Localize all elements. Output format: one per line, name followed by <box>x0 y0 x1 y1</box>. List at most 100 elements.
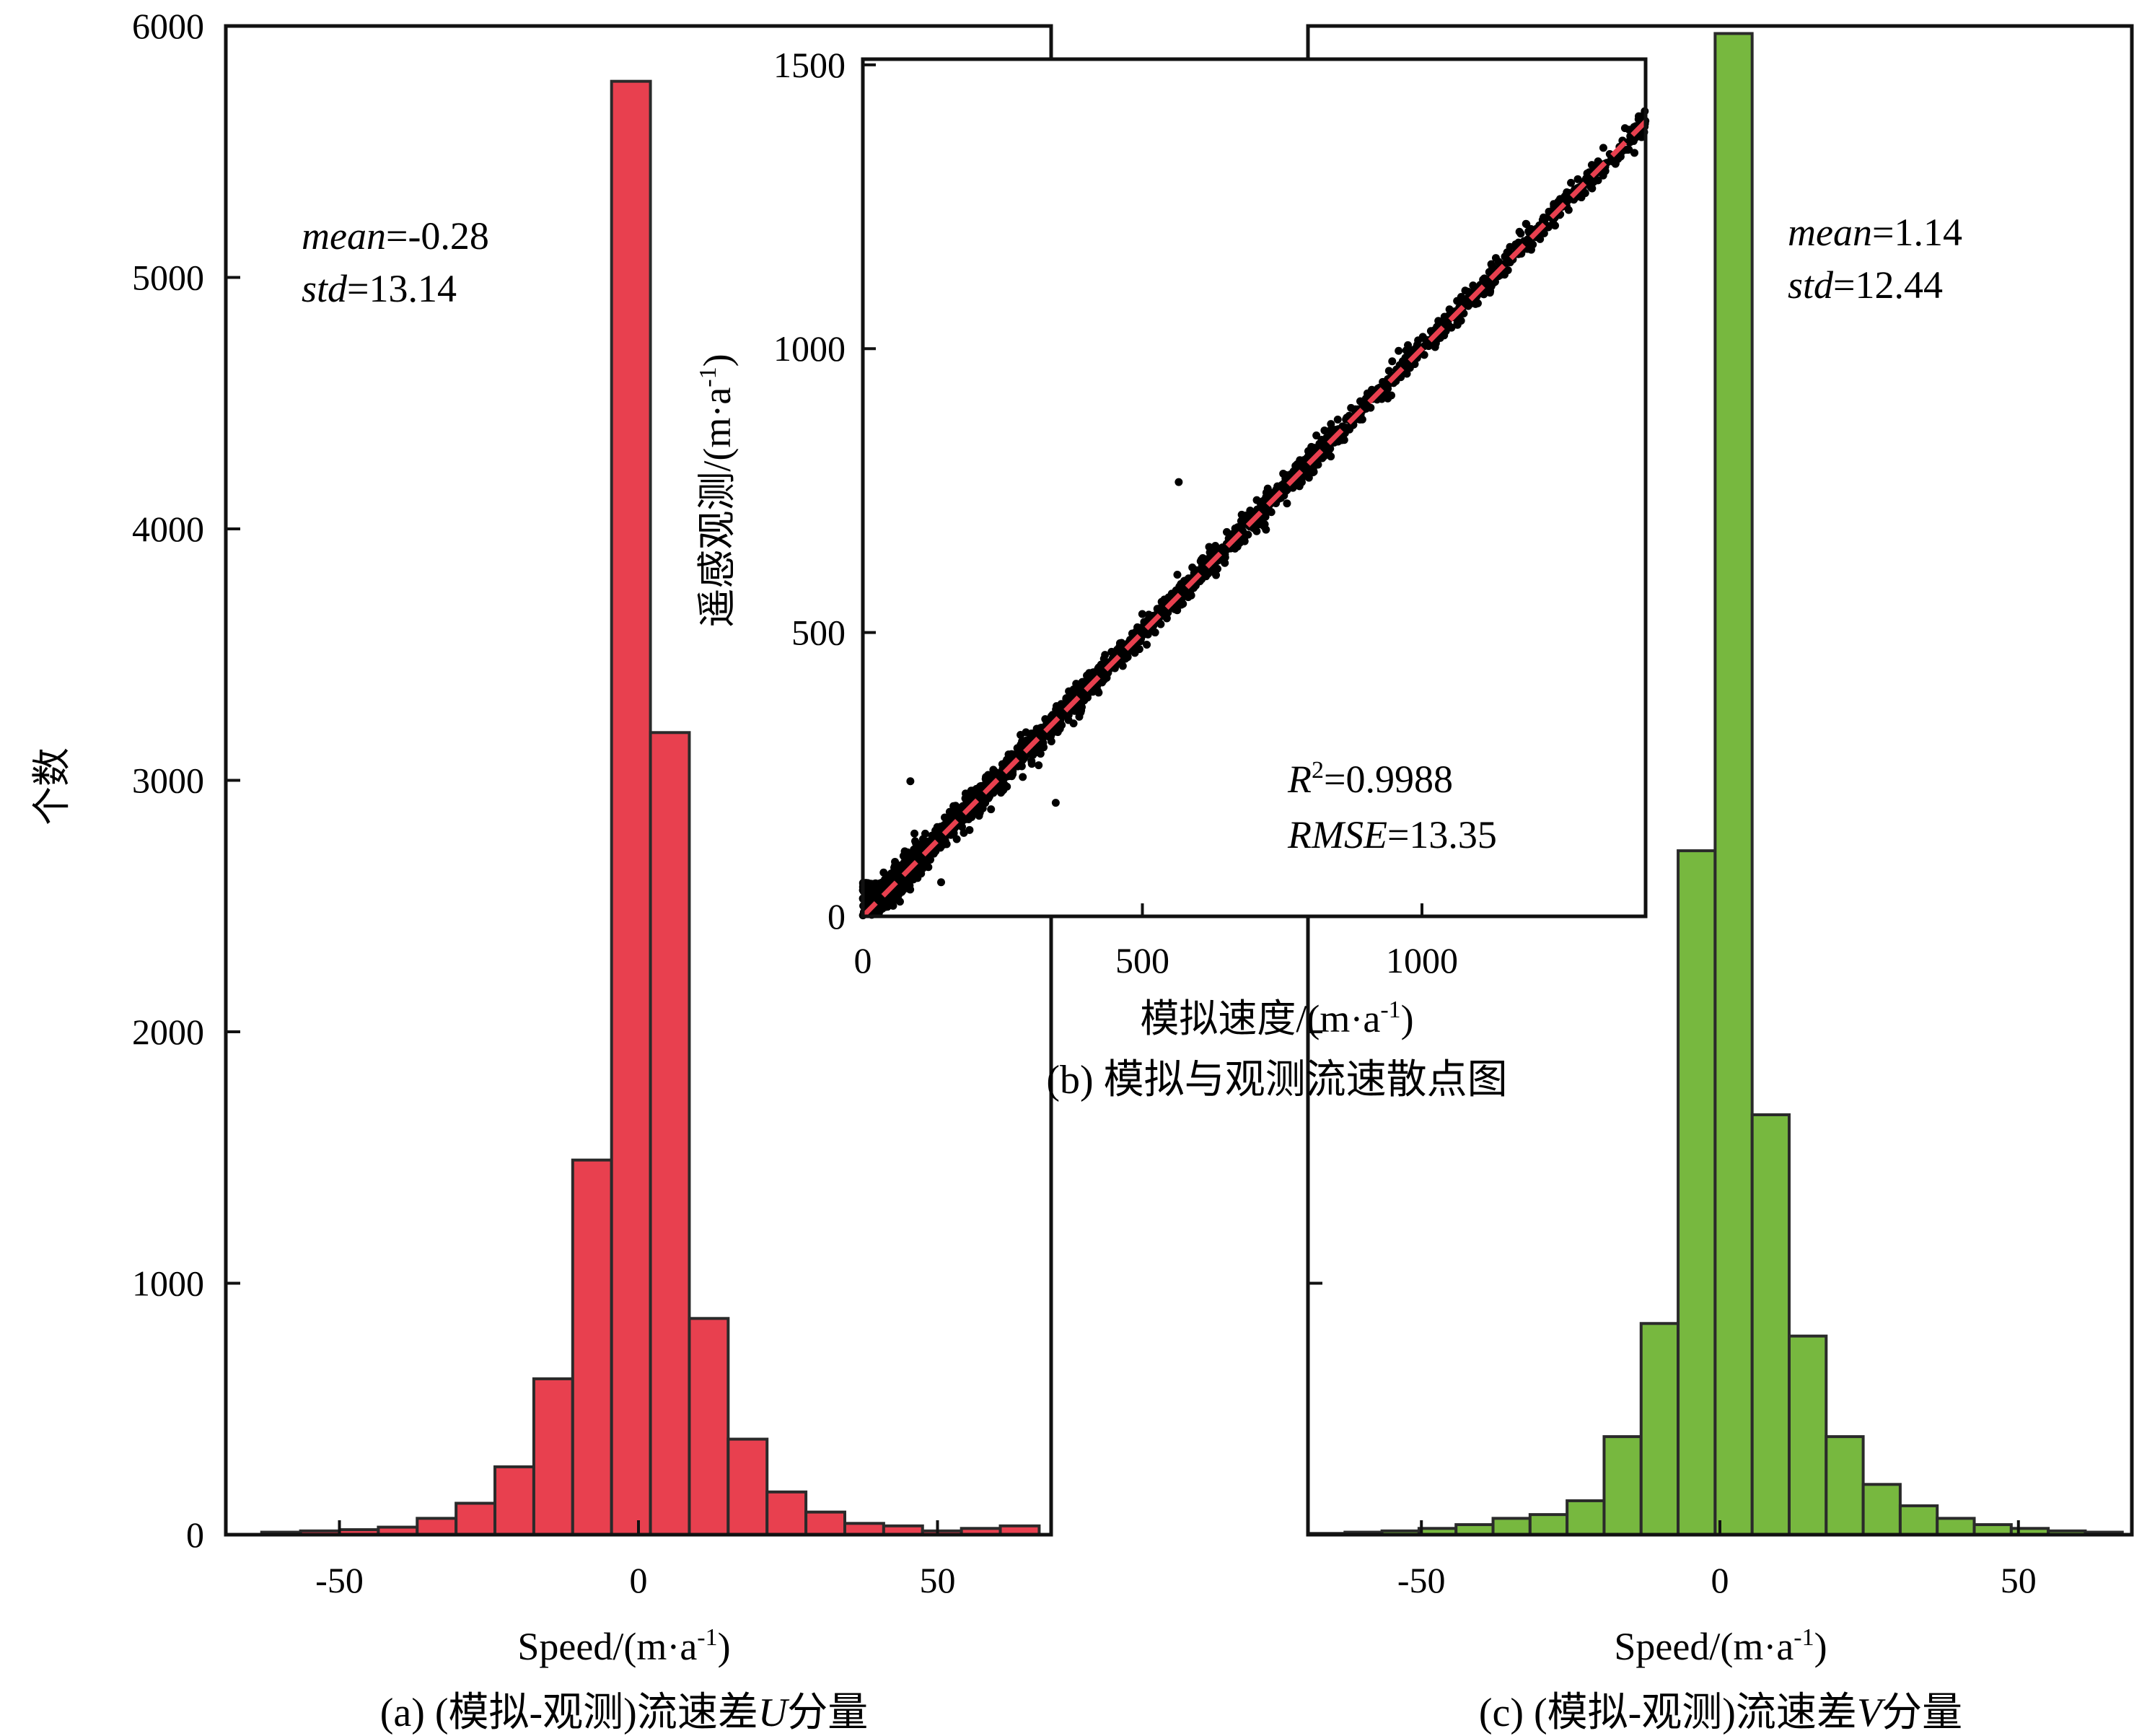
scatter-point <box>916 851 925 860</box>
scatter-point <box>1123 653 1131 662</box>
scatter-point <box>1395 361 1404 369</box>
panel-a-stat-mean: mean=-0.28 <box>302 214 489 258</box>
scatter-point <box>960 828 968 837</box>
scatter-point <box>1453 297 1462 305</box>
scatter-point <box>1205 543 1213 551</box>
panel-b-fit-line <box>861 120 1648 919</box>
scatter-point <box>1102 673 1111 682</box>
scatter-point <box>1151 628 1159 637</box>
scatter-point <box>1279 469 1288 478</box>
panel-c-bar-13 <box>1787 1334 1828 1537</box>
panel-c-bar-6 <box>1528 1513 1569 1537</box>
scatter-point <box>1083 671 1092 680</box>
scatter-point <box>1128 629 1136 638</box>
scatter-point <box>998 786 1006 795</box>
scatter-point <box>939 840 948 849</box>
panel-b-y-tick-label-2: 1000 <box>773 328 846 369</box>
panel-a-y-tick-label-0: 0 <box>186 1514 204 1555</box>
panel-a-y-tick-label-4: 4000 <box>132 509 204 549</box>
scatter-point <box>1246 507 1255 515</box>
scatter-point <box>1138 610 1146 618</box>
scatter-point <box>1213 564 1222 573</box>
scatter-point <box>1211 542 1220 551</box>
scatter-point <box>961 794 970 802</box>
scatter-point <box>924 863 933 872</box>
scatter-point <box>1630 149 1638 157</box>
scatter-point <box>1263 484 1272 493</box>
scatter-point <box>1527 224 1535 233</box>
panel-a-y-tick-label-6: 6000 <box>132 6 204 46</box>
panel-a-y-tick-label-5: 5000 <box>132 258 204 298</box>
scatter-point <box>1130 649 1139 657</box>
scatter-point <box>1608 157 1617 166</box>
scatter-point <box>1252 496 1261 504</box>
scatter-point <box>1333 416 1342 424</box>
scatter-point <box>1317 436 1326 444</box>
scatter-point <box>1491 254 1500 263</box>
scatter-point <box>1307 442 1316 451</box>
scatter-point <box>1573 175 1582 183</box>
panel-b-axes: 0 500 1000 0 500 1000 1500 <box>773 45 1648 981</box>
scatter-point <box>1283 499 1291 508</box>
scatter-point <box>1242 514 1250 522</box>
scatter-point <box>1099 654 1108 663</box>
scatter-point <box>1164 608 1172 617</box>
panel-a-bar-12 <box>726 1437 769 1536</box>
panel-a-bar-8 <box>571 1158 613 1536</box>
panel-c-bar-7 <box>1566 1499 1606 1536</box>
scatter-point <box>1251 525 1260 533</box>
panel-b-frame <box>861 57 1648 919</box>
scatter-point <box>1487 260 1496 268</box>
scatter-point <box>1312 431 1321 440</box>
panel-a-stat-std: std=13.14 <box>302 267 457 310</box>
panel-a-x-tick-label-2: 50 <box>919 1560 955 1600</box>
scatter-point <box>929 849 938 858</box>
scatter-point <box>1017 730 1025 739</box>
panel-c-bar-10 <box>1677 849 1717 1536</box>
scatter-point <box>1503 248 1511 257</box>
scatter-point <box>987 773 996 782</box>
panel-b-y-axis-label: 遥感观测/(m·a-1) <box>695 354 739 627</box>
scatter-point <box>1175 478 1183 486</box>
scatter-point <box>1079 693 1088 701</box>
scatter-point <box>1511 240 1520 249</box>
scatter-point <box>872 880 881 888</box>
scatter-point <box>1179 600 1187 608</box>
scatter-point <box>1304 450 1313 459</box>
panel-c-x-tick-label-0: -50 <box>1397 1560 1446 1600</box>
scatter-point <box>1384 367 1393 375</box>
panel-b: 0 500 1000 0 500 1000 1500 R2=0.9988 RMSE=13.3… <box>695 45 1650 1102</box>
panel-a-y-tick-label-1: 1000 <box>132 1263 204 1304</box>
scatter-point <box>1262 525 1270 534</box>
scatter-point <box>1524 235 1532 244</box>
scatter-point <box>1007 750 1016 758</box>
scatter-point <box>1222 527 1231 536</box>
scatter-point <box>1257 504 1265 513</box>
scatter-point <box>998 773 1006 782</box>
scatter-point <box>1540 229 1548 237</box>
scatter-point <box>1536 234 1545 243</box>
scatter-point <box>972 784 980 793</box>
scatter-point <box>1282 486 1291 494</box>
scatter-point <box>1143 640 1151 649</box>
scatter-point <box>1594 157 1602 166</box>
scatter-point <box>905 877 913 886</box>
scatter-point <box>884 875 893 884</box>
scatter-point <box>1625 138 1634 146</box>
scatter-point <box>1055 724 1064 733</box>
scatter-point <box>1426 327 1435 336</box>
scatter-point <box>900 847 909 856</box>
scatter-point <box>1173 571 1182 579</box>
scatter-point <box>910 829 919 838</box>
scatter-point <box>1291 462 1300 470</box>
panel-c-bar-8 <box>1602 1435 1643 1536</box>
scatter-point <box>1461 286 1470 295</box>
scatter-point <box>913 840 922 849</box>
scatter-point <box>863 892 871 900</box>
scatter-point <box>952 835 961 843</box>
scatter-point <box>1444 323 1453 331</box>
scatter-point <box>947 830 955 839</box>
